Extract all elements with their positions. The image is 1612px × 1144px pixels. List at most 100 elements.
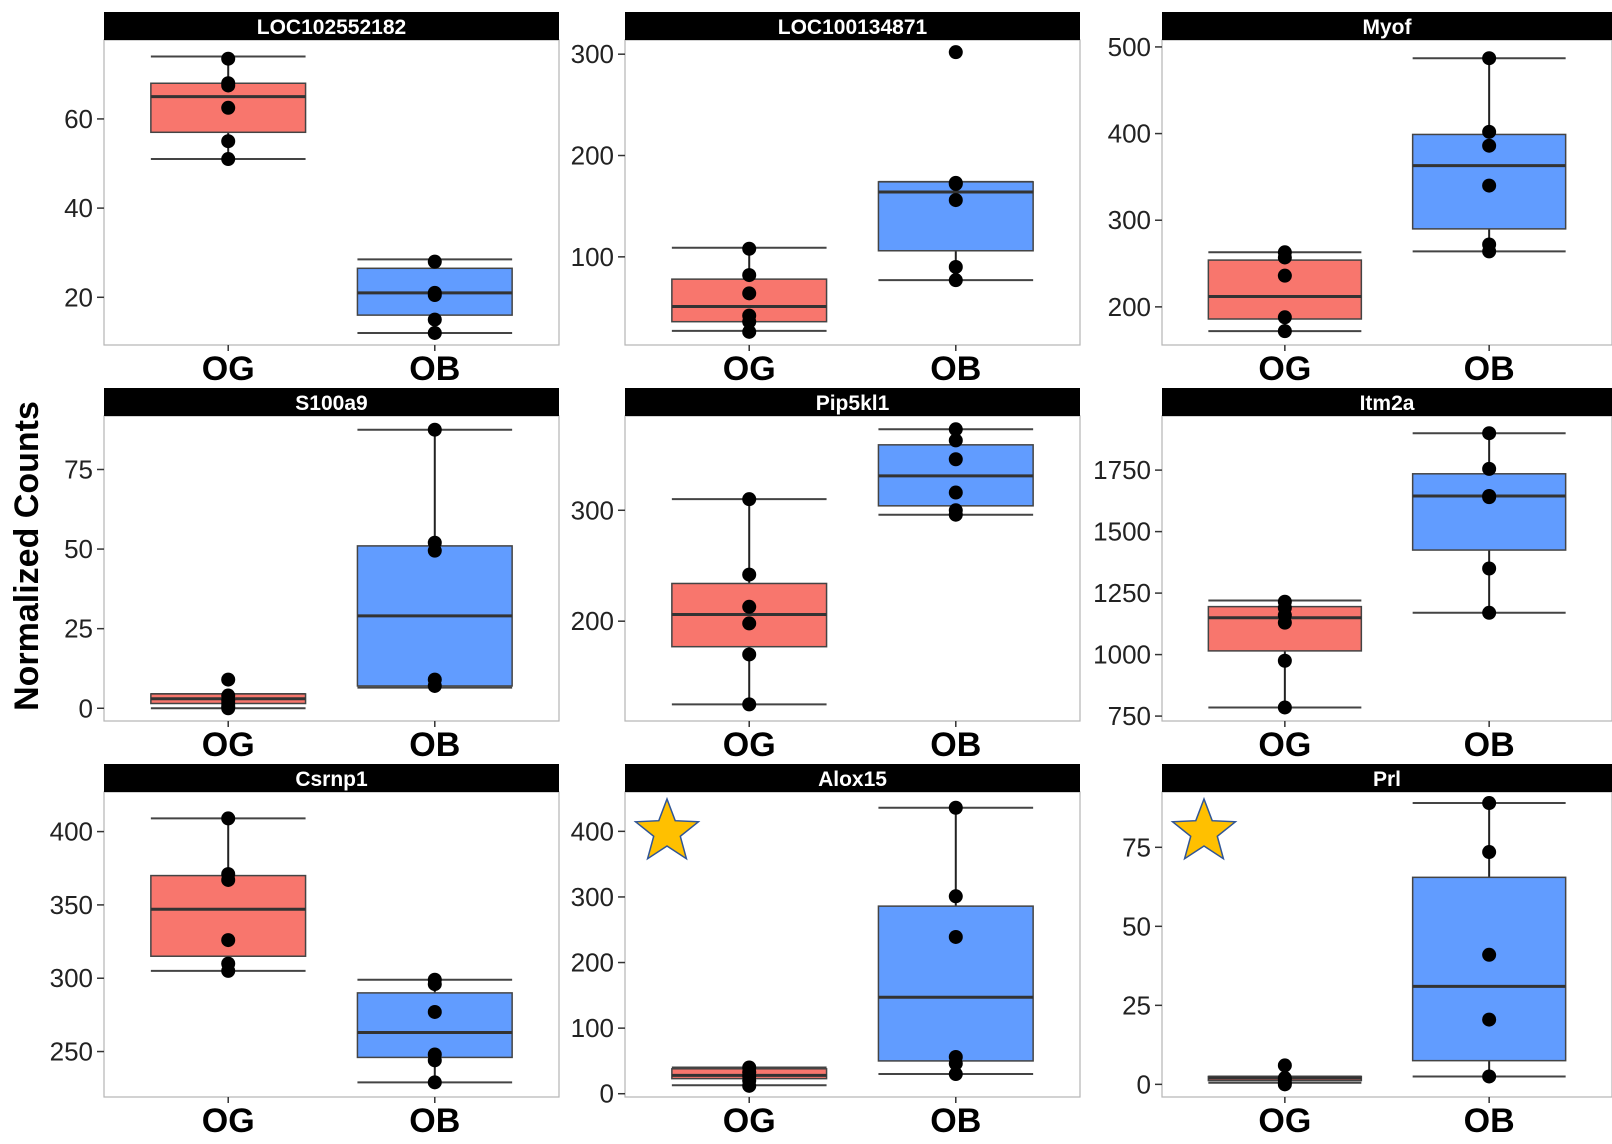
data-point bbox=[948, 452, 963, 467]
panel-title: Alox15 bbox=[818, 768, 887, 791]
data-point bbox=[1482, 1069, 1497, 1084]
data-point bbox=[221, 152, 236, 167]
y-tick-label: 250 bbox=[50, 1037, 93, 1067]
data-point bbox=[1482, 244, 1497, 259]
panel-title: Csrnp1 bbox=[295, 768, 368, 791]
y-tick-label: 0 bbox=[1137, 1069, 1151, 1099]
x-tick-label: OG bbox=[1258, 350, 1311, 388]
panel-itm2a: Itm2a 750 1000 1250 1500 1750 OG OB bbox=[1093, 388, 1612, 764]
data-point bbox=[1277, 268, 1292, 283]
panel-title: Prl bbox=[1373, 768, 1401, 791]
panel-frame bbox=[1161, 415, 1612, 722]
x-tick-label: OB bbox=[409, 1102, 460, 1139]
x-tick-label: OB bbox=[1464, 1102, 1515, 1139]
data-point bbox=[1277, 324, 1292, 339]
y-tick-label: 40 bbox=[64, 193, 93, 223]
panel-title-strip bbox=[625, 764, 1080, 792]
box-ob: OB bbox=[877, 800, 1034, 1140]
data-point bbox=[427, 1053, 442, 1068]
y-tick-label: 300 bbox=[50, 963, 93, 993]
data-point bbox=[1482, 796, 1497, 811]
data-point bbox=[1482, 947, 1497, 962]
data-point bbox=[221, 78, 236, 93]
x-tick-label: OB bbox=[1464, 726, 1515, 764]
data-point bbox=[1482, 426, 1497, 441]
panel-title: LOC102552182 bbox=[257, 16, 406, 39]
x-tick-label: OB bbox=[409, 350, 460, 388]
data-point bbox=[948, 507, 963, 522]
data-point bbox=[1482, 178, 1497, 193]
y-tick-label: 50 bbox=[64, 534, 93, 564]
y-tick-label: 400 bbox=[50, 817, 93, 847]
data-point bbox=[742, 616, 757, 631]
data-point bbox=[742, 268, 757, 283]
x-tick-label: OG bbox=[723, 726, 776, 764]
data-point bbox=[948, 193, 963, 208]
data-point bbox=[221, 811, 236, 826]
data-point bbox=[427, 543, 442, 558]
box-ob: OB bbox=[1411, 51, 1567, 388]
data-point bbox=[948, 485, 963, 500]
data-point bbox=[948, 433, 963, 448]
data-point bbox=[948, 259, 963, 274]
data-point bbox=[221, 672, 236, 687]
box-og: OG bbox=[1207, 245, 1363, 388]
y-tick-label: 500 bbox=[1108, 32, 1151, 62]
box-ob: OB bbox=[356, 254, 513, 388]
data-point bbox=[221, 872, 236, 887]
data-point bbox=[742, 697, 757, 712]
panel-title: Pip5kl1 bbox=[816, 392, 890, 415]
box-og: OG bbox=[671, 1060, 828, 1140]
y-tick-label: 1000 bbox=[1093, 640, 1151, 670]
data-point bbox=[1277, 1077, 1292, 1092]
data-point bbox=[221, 100, 236, 115]
data-point bbox=[742, 567, 757, 582]
panel-title: LOC100134871 bbox=[778, 16, 928, 39]
y-tick-label: 50 bbox=[1122, 911, 1151, 941]
data-point bbox=[427, 254, 442, 269]
box-body bbox=[356, 992, 513, 1059]
y-tick-label: 300 bbox=[571, 882, 614, 912]
star-icon bbox=[1170, 796, 1238, 861]
panel-prl: Prl 0 25 50 75 OG OB bbox=[1122, 764, 1612, 1140]
data-point bbox=[948, 800, 963, 815]
star-icon bbox=[633, 796, 701, 861]
y-tick-label: 25 bbox=[64, 614, 93, 644]
y-tick-label: 100 bbox=[571, 1013, 614, 1043]
box-og: OG bbox=[150, 672, 307, 764]
panel-title-strip bbox=[104, 388, 559, 416]
panel-alox15: Alox15 0 100 200 300 400 OG OB bbox=[571, 764, 1081, 1140]
y-tick-label: 100 bbox=[571, 242, 614, 272]
data-point bbox=[427, 1075, 442, 1090]
data-point bbox=[948, 422, 963, 437]
panel-title: Itm2a bbox=[1360, 392, 1415, 415]
data-point bbox=[742, 314, 757, 329]
data-point bbox=[1482, 51, 1497, 66]
data-point bbox=[221, 51, 236, 66]
data-point bbox=[948, 176, 963, 191]
panel-csrnp1: Csrnp1 250 300 350 400 OG OB bbox=[50, 764, 560, 1140]
panel-s100a9: S100a9 0 25 50 75 OG OB bbox=[64, 388, 560, 764]
data-point bbox=[1482, 461, 1497, 476]
y-tick-label: 200 bbox=[571, 948, 614, 978]
y-tick-label: 200 bbox=[1108, 292, 1151, 322]
box-og: OG bbox=[1207, 1058, 1363, 1140]
y-tick-label: 400 bbox=[571, 816, 614, 846]
data-point bbox=[1277, 310, 1292, 325]
data-point bbox=[221, 963, 236, 978]
panel-loc100134871: LOC100134871 100 200 300 OG OB bbox=[571, 12, 1081, 388]
panel-title-strip bbox=[1162, 12, 1612, 40]
data-point bbox=[1482, 138, 1497, 153]
data-point bbox=[948, 929, 963, 944]
data-point bbox=[948, 273, 963, 288]
y-tick-label: 200 bbox=[571, 606, 614, 636]
panel-pip5kl1: Pip5kl1 200 300 OG OB bbox=[571, 388, 1081, 764]
panel-myof: Myof 200 300 400 500 OG OB bbox=[1108, 12, 1612, 388]
box-ob: OB bbox=[1411, 426, 1567, 764]
y-tick-label: 350 bbox=[50, 890, 93, 920]
data-point bbox=[427, 678, 442, 693]
data-point bbox=[221, 134, 236, 149]
data-point bbox=[1482, 561, 1497, 576]
